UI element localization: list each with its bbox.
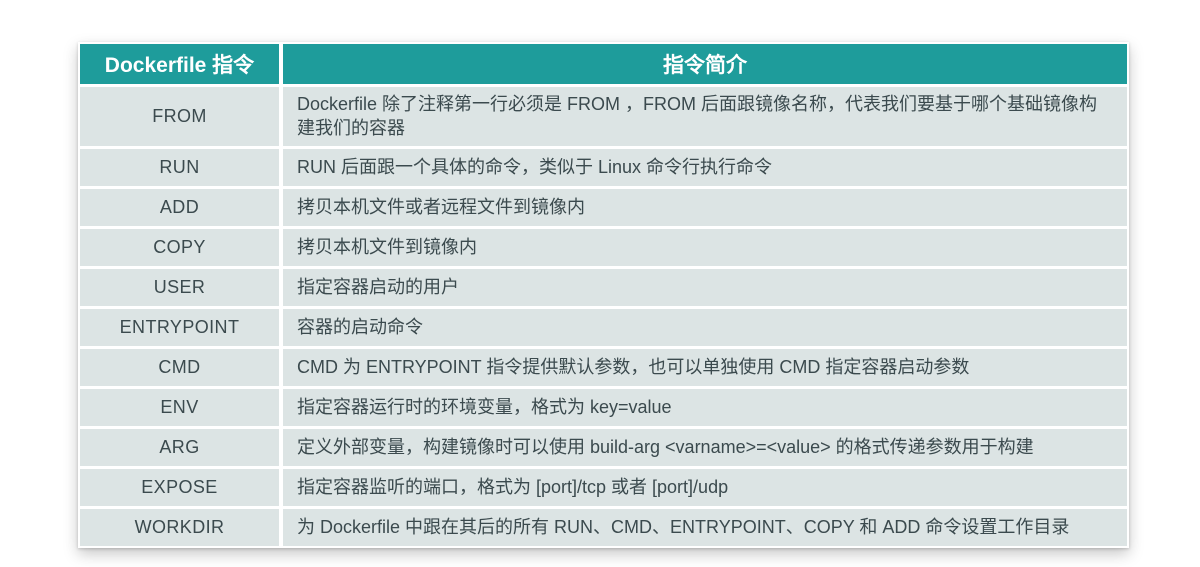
header-description-column: 指令简介 <box>283 44 1127 84</box>
directive-cell: ADD <box>80 188 279 226</box>
table-row: USER 指定容器启动的用户 <box>80 268 1127 306</box>
description-cell: 指定容器监听的端口，格式为 [port]/tcp 或者 [port]/udp <box>283 468 1127 506</box>
directive-cell: EXPOSE <box>80 468 279 506</box>
directive-cell: CMD <box>80 348 279 386</box>
description-cell: RUN 后面跟一个具体的命令，类似于 Linux 命令行执行命令 <box>283 148 1127 186</box>
description-cell: 为 Dockerfile 中跟在其后的所有 RUN、CMD、ENTRYPOINT… <box>283 508 1127 546</box>
description-cell: 指定容器启动的用户 <box>283 268 1127 306</box>
table-row: CMD CMD 为 ENTRYPOINT 指令提供默认参数，也可以单独使用 CM… <box>80 348 1127 386</box>
directive-cell: COPY <box>80 228 279 266</box>
description-cell: 指定容器运行时的环境变量，格式为 key=value <box>283 388 1127 426</box>
directive-cell: ENTRYPOINT <box>80 308 279 346</box>
directive-cell: ARG <box>80 428 279 466</box>
table-body: FROM Dockerfile 除了注释第一行必须是 FROM ，FROM 后面… <box>80 87 1127 546</box>
directive-cell: FROM <box>80 87 279 146</box>
table-row: COPY 拷贝本机文件到镜像内 <box>80 228 1127 266</box>
description-cell: 容器的启动命令 <box>283 308 1127 346</box>
table-row: RUN RUN 后面跟一个具体的命令，类似于 Linux 命令行执行命令 <box>80 148 1127 186</box>
table-row: ENV 指定容器运行时的环境变量，格式为 key=value <box>80 388 1127 426</box>
table-header-row: Dockerfile 指令 指令简介 <box>80 44 1127 84</box>
description-cell: 拷贝本机文件或者远程文件到镜像内 <box>283 188 1127 226</box>
dockerfile-directives-table: Dockerfile 指令 指令简介 FROM Dockerfile 除了注释第… <box>78 42 1129 548</box>
table-row: ADD 拷贝本机文件或者远程文件到镜像内 <box>80 188 1127 226</box>
description-cell: 定义外部变量，构建镜像时可以使用 build-arg <varname>=<va… <box>283 428 1127 466</box>
table-row: ENTRYPOINT 容器的启动命令 <box>80 308 1127 346</box>
header-directive-column: Dockerfile 指令 <box>80 44 279 84</box>
description-cell: 拷贝本机文件到镜像内 <box>283 228 1127 266</box>
directive-cell: USER <box>80 268 279 306</box>
table-row: WORKDIR 为 Dockerfile 中跟在其后的所有 RUN、CMD、EN… <box>80 508 1127 546</box>
table-row: FROM Dockerfile 除了注释第一行必须是 FROM ，FROM 后面… <box>80 87 1127 146</box>
description-cell: CMD 为 ENTRYPOINT 指令提供默认参数，也可以单独使用 CMD 指定… <box>283 348 1127 386</box>
description-cell: Dockerfile 除了注释第一行必须是 FROM ，FROM 后面跟镜像名称… <box>283 87 1127 146</box>
directive-cell: RUN <box>80 148 279 186</box>
table-row: ARG 定义外部变量，构建镜像时可以使用 build-arg <varname>… <box>80 428 1127 466</box>
directive-cell: WORKDIR <box>80 508 279 546</box>
table-row: EXPOSE 指定容器监听的端口，格式为 [port]/tcp 或者 [port… <box>80 468 1127 506</box>
directive-cell: ENV <box>80 388 279 426</box>
